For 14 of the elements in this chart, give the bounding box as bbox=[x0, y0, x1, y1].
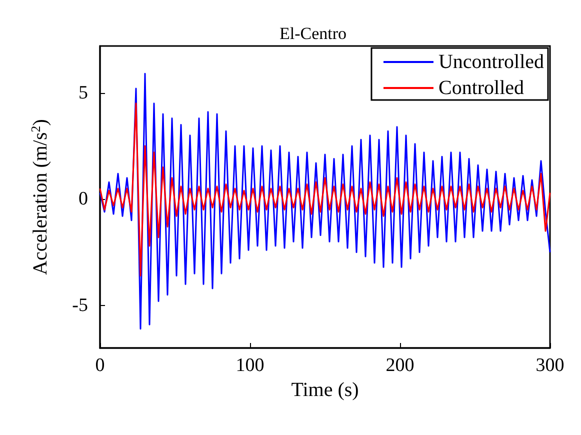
y-tick-label: 5 bbox=[78, 82, 88, 104]
y-tick-label: -5 bbox=[72, 294, 88, 316]
x-tick-label: 200 bbox=[386, 355, 414, 376]
chart-title: El-Centro bbox=[279, 24, 347, 43]
y-tick-label: 0 bbox=[78, 188, 88, 210]
x-tick-label: 100 bbox=[236, 355, 264, 376]
x-axis-title: Time (s) bbox=[291, 378, 359, 401]
legend-label: Controlled bbox=[438, 77, 524, 99]
legend-label: Uncontrolled bbox=[438, 51, 544, 73]
y-axis-title: Acceleration (m/s2) bbox=[28, 119, 52, 275]
x-tick-label: 0 bbox=[95, 355, 105, 376]
line-series bbox=[99, 102, 551, 276]
x-tick-label: 300 bbox=[536, 355, 564, 376]
line-series bbox=[99, 72, 551, 330]
